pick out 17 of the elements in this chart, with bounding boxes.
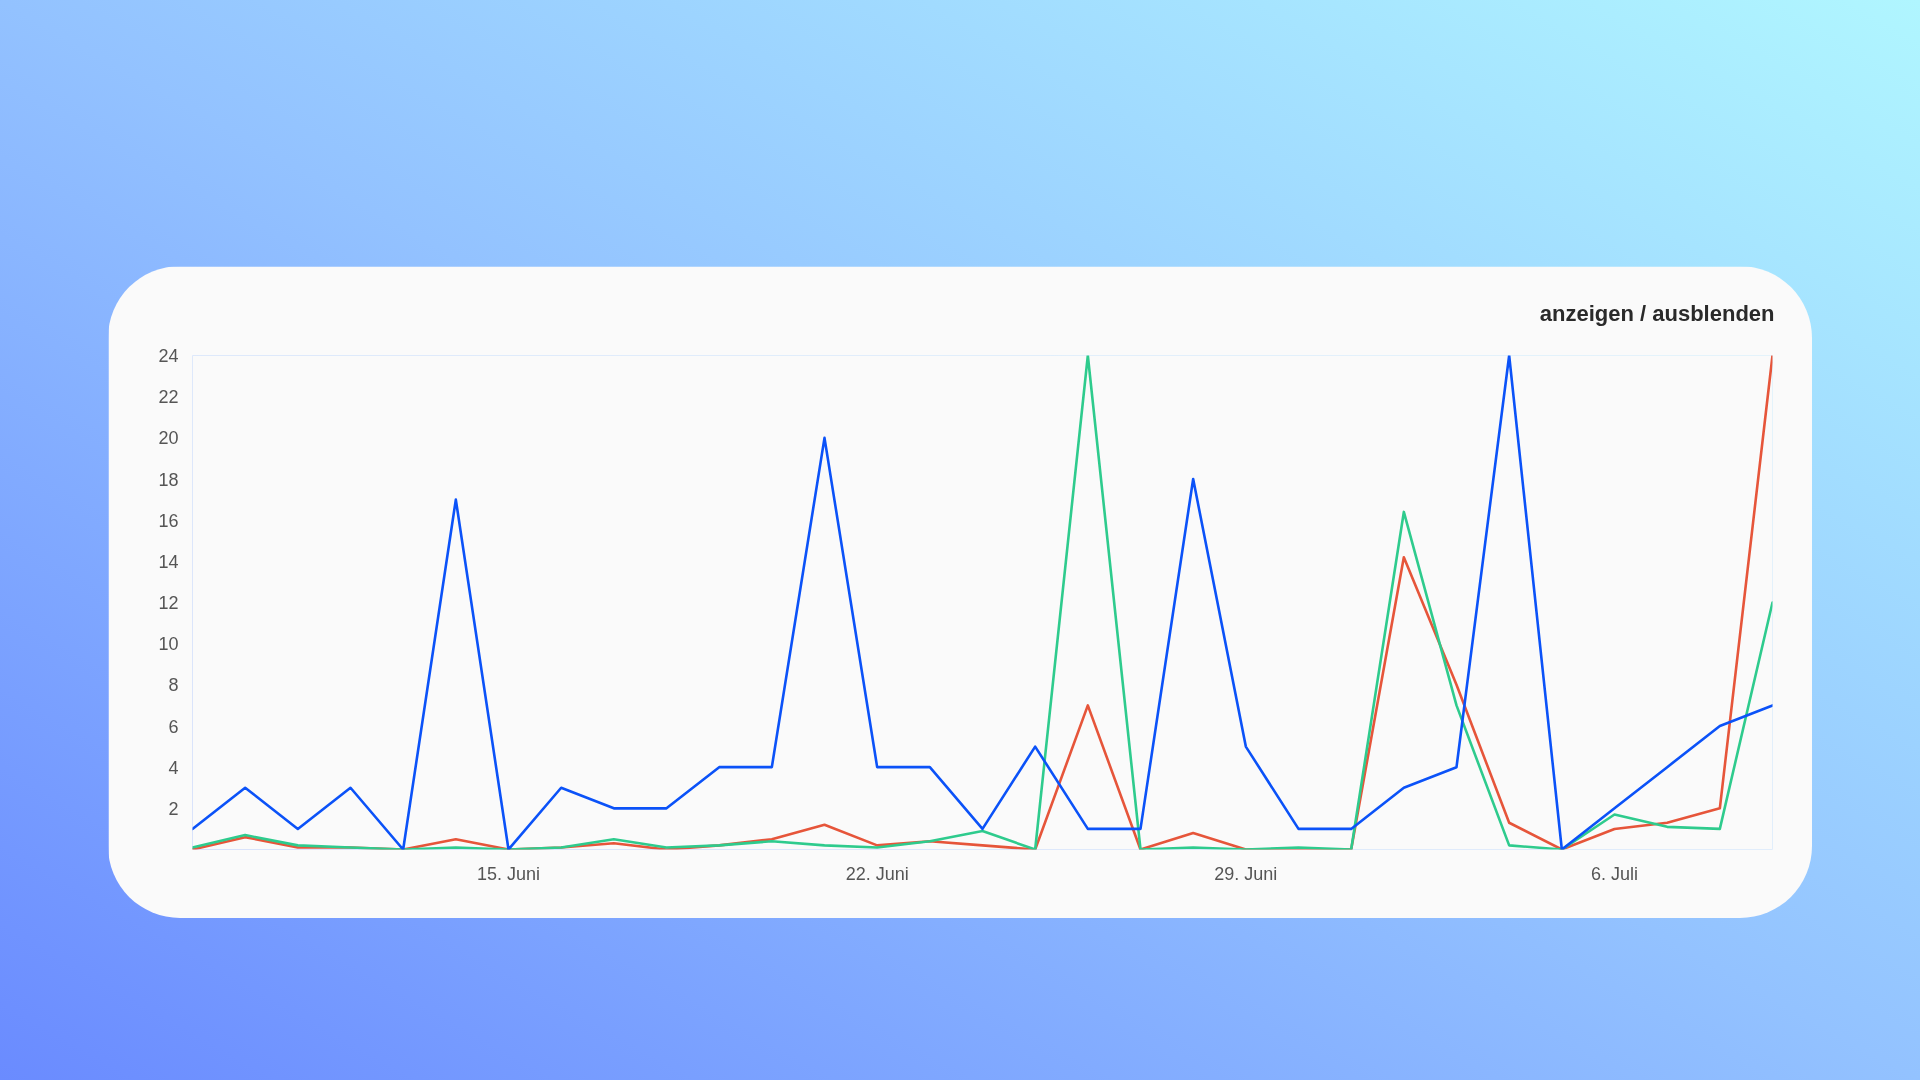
text: anzeigen / ausblenden <box>1539 300 1775 326</box>
y-tick-label: 6 <box>168 716 179 737</box>
x-tick-label: 29. Juni <box>1214 863 1278 884</box>
y-tick-label: 24 <box>158 346 179 366</box>
y-tick-label: 22 <box>158 387 179 408</box>
y-tick-label: 12 <box>158 593 179 613</box>
y-tick-label: 18 <box>158 469 179 490</box>
y-tick-label: 16 <box>158 510 179 531</box>
y-tick-label: 4 <box>168 757 179 778</box>
x-tick-label: 15. Juni <box>476 863 541 884</box>
x-tick-label: 6. Juli <box>1590 863 1639 884</box>
y-tick-label: 2 <box>168 798 179 819</box>
y-tick-label: 8 <box>168 675 179 696</box>
y-tick-label: 14 <box>158 551 179 572</box>
y-tick-label: 10 <box>158 634 179 655</box>
x-tick-label: 22. Juni <box>845 863 909 884</box>
y-tick-label: 20 <box>158 428 179 449</box>
